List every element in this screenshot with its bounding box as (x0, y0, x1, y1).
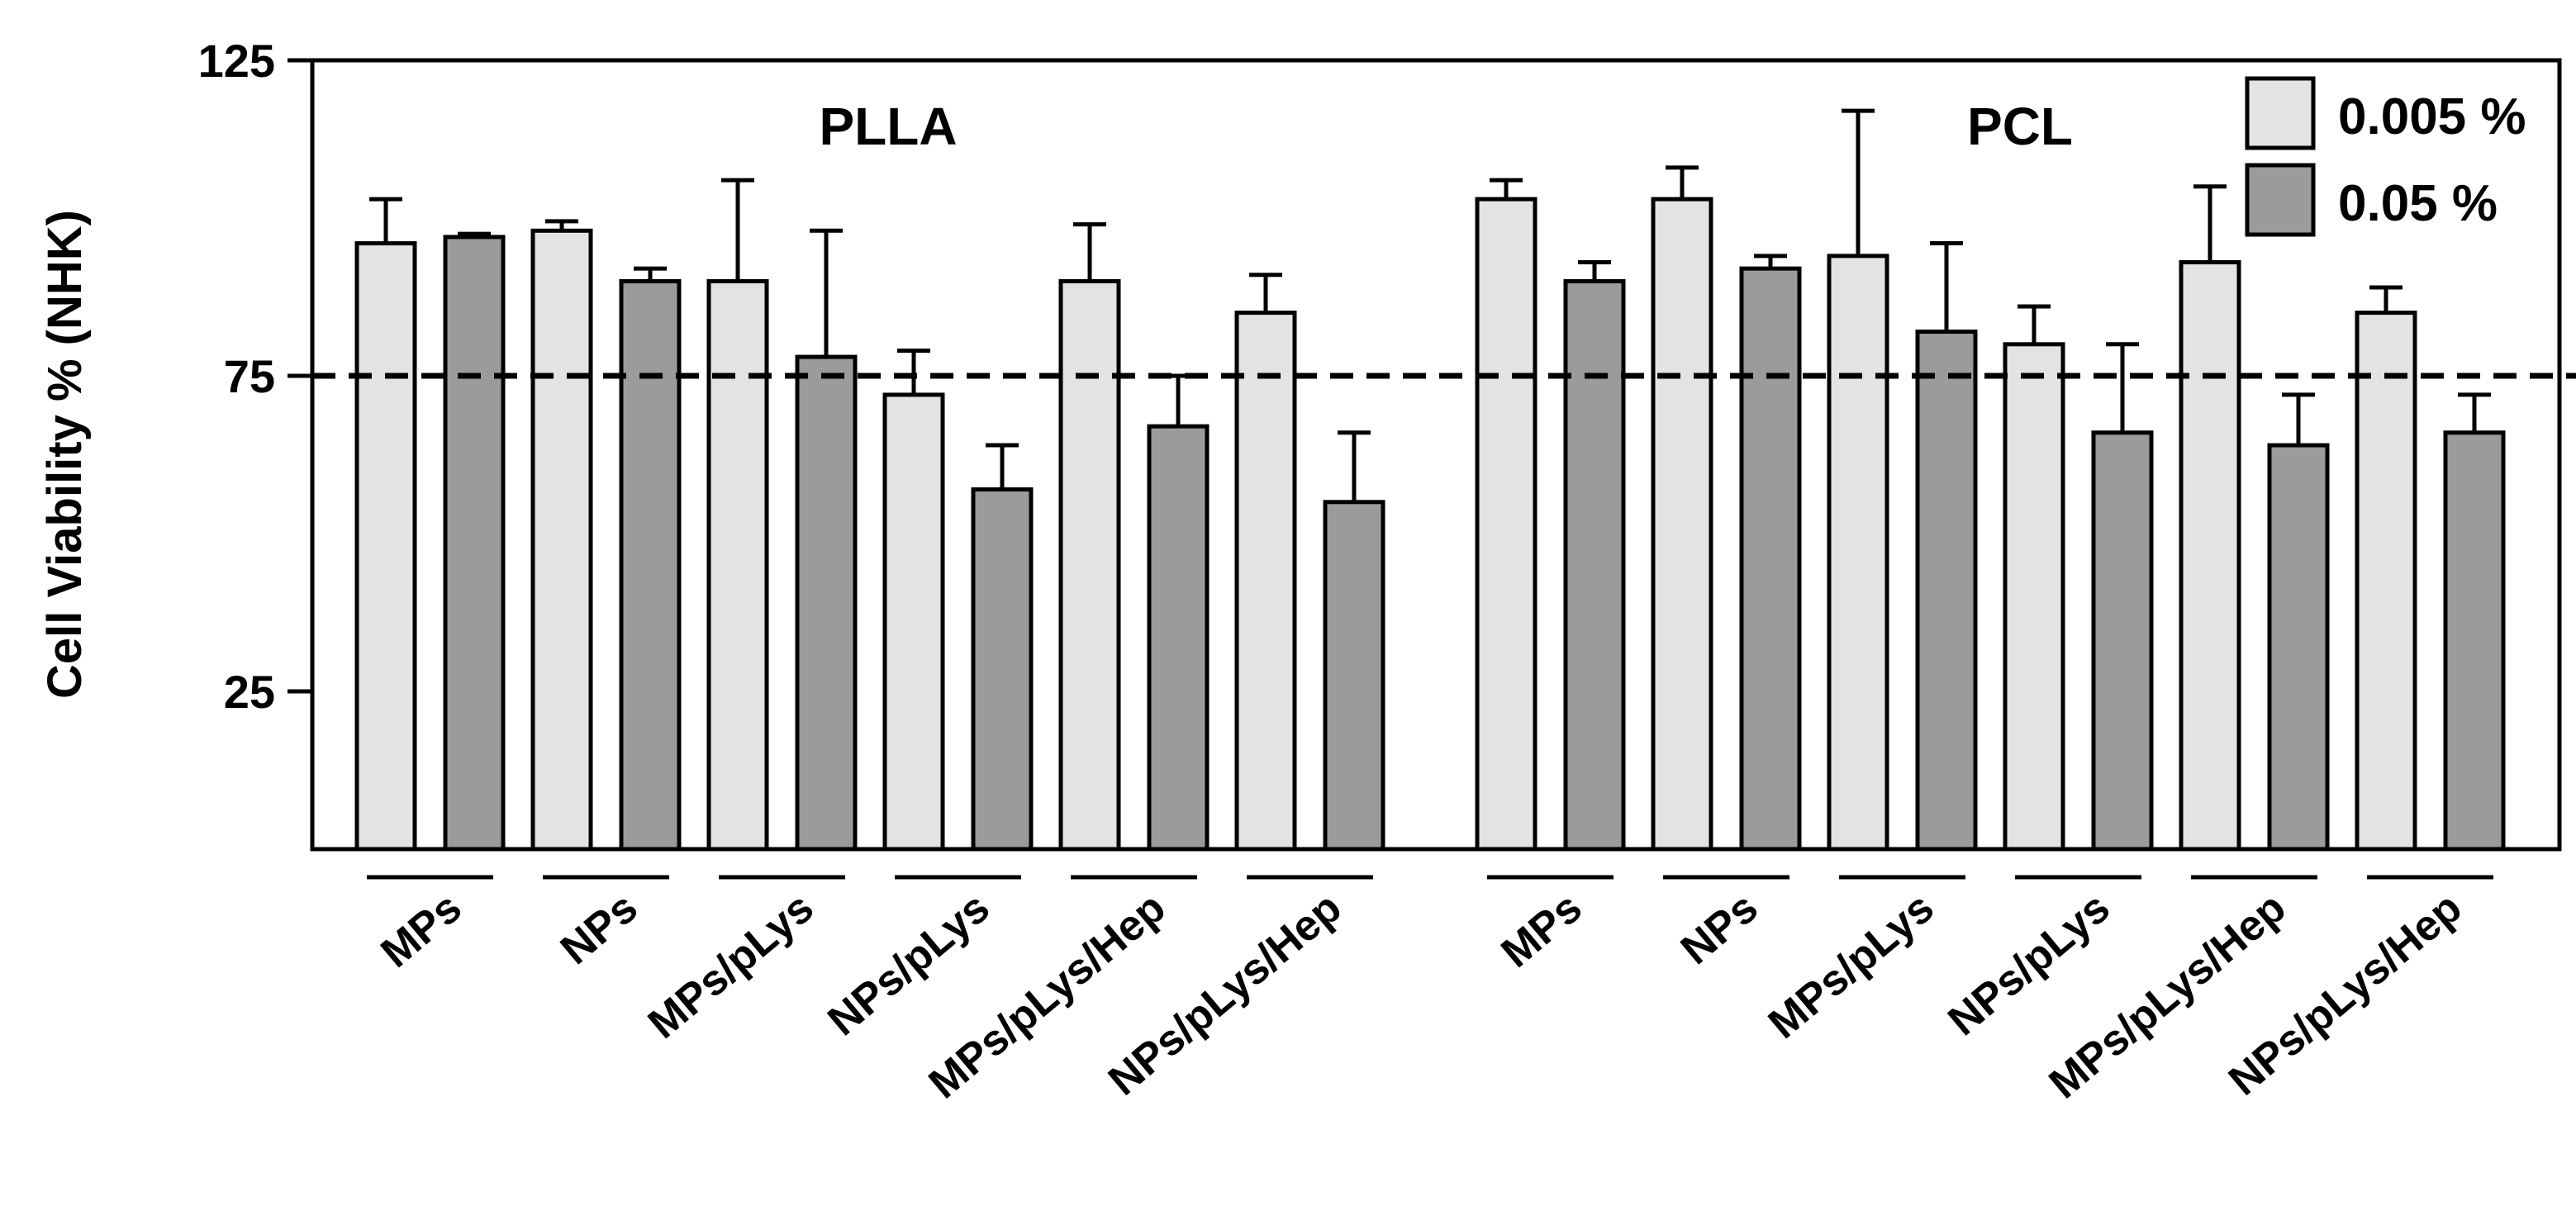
bar-plla-nps-plys-s0 (882, 392, 945, 852)
bars-layer (354, 108, 2506, 852)
bar-pcl-mps-plys-s0 (1827, 254, 1889, 852)
group-label-pcl: PCL (1967, 97, 2073, 156)
y-tick-label-75: 75 (224, 350, 275, 402)
bar-plla-mps-plys-s0 (706, 278, 769, 852)
bar-pcl-nps-plys-s1 (2091, 430, 2154, 852)
bar-pcl-mps-s0 (1475, 197, 1538, 852)
x-tick-label-plla-nps: NPs (552, 884, 647, 974)
bar-pcl-mps-plys-s1 (1915, 330, 1978, 852)
bar-pcl-nps-s1 (1739, 266, 1802, 852)
legend-label-0-005: 0.005 % (2338, 88, 2526, 145)
bar-plla-mps-s0 (354, 241, 417, 852)
bar-plla-mps-plys-hep-s1 (1147, 424, 1210, 852)
x-tick-label-plla-mps-plys: MPs/pLys (639, 884, 823, 1048)
x-tick-label-pcl-nps-plys: NPs/pLys (1939, 884, 2118, 1046)
legend-swatch-0-005 (2245, 76, 2316, 150)
legend-label-0-05: 0.05 % (2338, 175, 2498, 232)
x-tick-label-pcl-mps: MPs (1493, 884, 1591, 977)
bar-plla-nps-plys-hep-s1 (1323, 500, 1385, 852)
x-tick-label-plla-nps-plys: NPs/pLys (819, 884, 998, 1046)
bar-pcl-nps-plys-s0 (2003, 342, 2065, 852)
bar-plla-nps-s1 (619, 278, 682, 852)
plot-frame (310, 58, 2562, 852)
y-axis-label: Cell Viability % (NHK) (38, 210, 92, 699)
legend: 0.005 % 0.05 % (2245, 76, 2526, 237)
bar-plla-nps-plys-s1 (971, 487, 1034, 852)
x-axis-labels: MPs NPsMPs/pLysNPs/pLysMPs/pLys/HepNPs/pL… (367, 875, 2493, 1108)
x-tick-label-plla-mps: MPs (373, 884, 471, 977)
legend-swatch-0-05 (2245, 163, 2316, 237)
x-tick-label-pcl-mps-plys: MPs/pLys (1760, 884, 1943, 1048)
bar-pcl-nps-s0 (1651, 197, 1713, 852)
y-tick-label-125: 125 (198, 35, 275, 87)
bar-plla-nps-plys-hep-s0 (1234, 311, 1297, 852)
x-tick-label-pcl-nps: NPs (1672, 884, 1767, 974)
bar-plla-mps-plys-hep-s0 (1058, 278, 1121, 852)
bar-plla-mps-s1 (443, 235, 506, 852)
bar-pcl-mps-s1 (1563, 278, 1626, 852)
bar-plla-nps-s0 (530, 228, 593, 852)
y-tick-label-25: 25 (224, 666, 275, 718)
y-axis: 25 75 125 (198, 35, 312, 718)
group-label-plla: PLLA (819, 97, 957, 156)
bar-pcl-mps-plys-hep-s1 (2267, 443, 2330, 852)
bar-pcl-mps-plys-hep-s0 (2179, 259, 2241, 852)
bar-plla-mps-plys-s1 (795, 354, 858, 852)
bar-pcl-nps-plys-hep-s1 (2443, 430, 2506, 852)
bar-pcl-nps-plys-hep-s0 (2355, 311, 2417, 852)
